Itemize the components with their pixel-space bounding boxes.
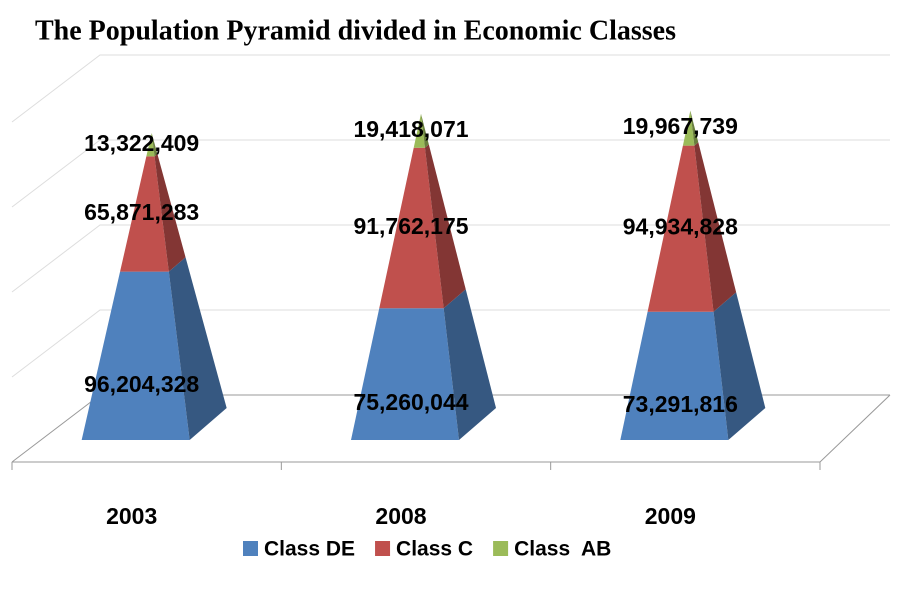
legend-swatch xyxy=(243,541,258,556)
legend-label: Class DE xyxy=(264,538,355,561)
segment-front xyxy=(379,147,444,309)
x-tick-label: 2003 xyxy=(106,503,157,529)
data-label: 13,322,409 xyxy=(84,130,199,156)
data-label: 73,291,816 xyxy=(623,391,738,417)
grid-line xyxy=(11,224,890,293)
segment-front xyxy=(351,308,459,440)
pyramid-segment xyxy=(351,289,496,440)
data-label: 19,418,071 xyxy=(353,116,468,142)
data-label: 19,967,739 xyxy=(623,113,738,139)
segment-side xyxy=(690,110,699,146)
grid-line xyxy=(11,309,890,378)
segment-side xyxy=(168,257,227,440)
data-label: 96,204,328 xyxy=(84,371,199,397)
segment-side xyxy=(713,292,766,440)
x-tick-label: 2009 xyxy=(645,503,696,529)
segment-side xyxy=(443,289,496,440)
segment-side xyxy=(151,133,158,157)
segment-side xyxy=(154,153,186,272)
legend-label: Class C xyxy=(396,538,473,561)
pyramid-segment xyxy=(379,144,466,309)
segment-front xyxy=(682,110,695,146)
segment-front xyxy=(647,145,714,312)
pyramid-segment xyxy=(146,133,158,157)
grid-line xyxy=(11,139,890,208)
pyramid-segment xyxy=(81,257,227,440)
segment-side xyxy=(424,144,466,309)
pyramid-segment xyxy=(413,113,429,148)
data-label: 65,871,283 xyxy=(84,199,199,225)
data-label: 91,762,175 xyxy=(353,213,468,239)
segment-front xyxy=(146,133,155,157)
x-tick-label: 2008 xyxy=(375,503,426,529)
grid-line xyxy=(11,54,890,123)
chart-title: The Population Pyramid divided in Econom… xyxy=(35,15,676,46)
segment-side xyxy=(694,142,737,312)
legend: Class DE Class C Class AB xyxy=(243,538,611,561)
data-label: 75,260,044 xyxy=(353,389,468,415)
segment-front xyxy=(620,311,729,440)
segment-front xyxy=(120,156,169,272)
legend-swatch xyxy=(375,541,391,556)
legend-label: Class AB xyxy=(514,538,611,561)
segment-front xyxy=(81,271,190,440)
segment-side xyxy=(421,113,429,148)
pyramid-segment xyxy=(682,110,699,146)
data-label: 94,934,828 xyxy=(623,214,738,240)
segment-front xyxy=(413,113,425,148)
pyramid-segment xyxy=(647,142,737,312)
legend-swatch xyxy=(493,541,509,556)
pyramid-segment xyxy=(120,153,186,272)
pyramid-segment xyxy=(620,292,766,440)
